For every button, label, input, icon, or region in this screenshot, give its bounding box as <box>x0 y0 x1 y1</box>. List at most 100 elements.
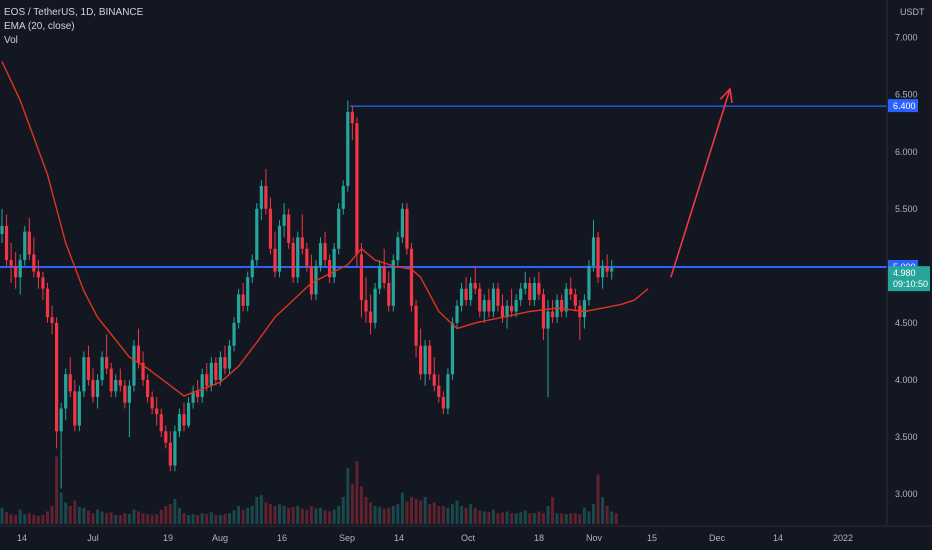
candle-body <box>396 237 400 261</box>
candle-body <box>237 294 241 323</box>
volume-bar <box>118 515 122 524</box>
price-tick-label: 4.000 <box>895 375 918 385</box>
candle-body <box>432 374 436 386</box>
candle-body <box>496 288 500 306</box>
time-tick-label: Dec <box>709 533 726 543</box>
candle-body <box>550 311 555 318</box>
candle-body <box>591 237 596 266</box>
candle-body <box>537 282 541 295</box>
ema-indicator-label[interactable]: EMA (20, close) <box>4 21 75 32</box>
volume-bar <box>141 513 145 524</box>
volume-bar <box>218 515 222 524</box>
volume-bar <box>441 506 445 524</box>
volume-bar <box>68 506 72 524</box>
volume-bar <box>173 498 177 524</box>
price-tick-label: 3.000 <box>895 489 918 499</box>
candle-body <box>73 391 77 426</box>
volume-bar <box>537 511 541 524</box>
volume-bar <box>359 486 363 524</box>
volume-bar <box>259 495 263 524</box>
volume-bar <box>14 515 18 524</box>
volume-bar <box>455 500 459 524</box>
candle-body <box>446 374 450 409</box>
volume-bar <box>237 506 241 524</box>
candle-body <box>505 305 509 318</box>
candle-body <box>164 431 168 443</box>
candle-body <box>478 288 482 312</box>
candle-body <box>546 311 550 329</box>
volume-bar <box>473 507 477 524</box>
volume-bar <box>355 461 359 524</box>
candle-body <box>0 225 4 234</box>
candle-body <box>64 374 68 409</box>
volume-bar <box>150 515 154 524</box>
candle-body <box>36 271 40 278</box>
ema-line <box>1 61 649 397</box>
volume-bar <box>300 508 304 524</box>
candle-body <box>68 374 72 392</box>
candle-body <box>255 208 259 261</box>
volume-bar <box>510 513 514 524</box>
candle-body <box>118 379 122 386</box>
volume-bar <box>592 504 595 524</box>
volume-bar <box>282 506 286 524</box>
chart-legend: EOS / TetherUS, 1D, BINANCE EMA (20, clo… <box>4 6 143 48</box>
candle-body <box>569 288 573 295</box>
volume-bar <box>614 513 618 524</box>
candle-body <box>287 214 291 244</box>
arrow-shaft <box>670 88 731 278</box>
candle-body <box>355 123 359 255</box>
volume-bar <box>250 506 254 524</box>
candle-body <box>246 277 250 306</box>
candle-body <box>519 288 523 301</box>
candle-body <box>582 300 586 318</box>
candle-body <box>173 431 177 466</box>
candle-body <box>177 414 182 432</box>
candle-body <box>91 379 95 398</box>
currency-label: USDT <box>900 7 925 17</box>
volume-bar <box>9 514 13 524</box>
candle-body <box>528 282 532 301</box>
volume-bar <box>255 497 259 524</box>
volume-bar <box>36 515 40 524</box>
time-axis[interactable]: 14 Jul 19 Aug 16 Sep 14 Oct 18 Nov 15 Dec 14 2022 <box>17 533 853 543</box>
candle-body <box>196 391 200 398</box>
volume-bar <box>96 509 100 524</box>
candle-body <box>564 288 568 312</box>
volume-indicator-label[interactable]: Vol <box>4 35 18 46</box>
candle-body <box>473 282 477 289</box>
candle-body <box>382 265 386 283</box>
price-tick-label: 6.500 <box>895 90 918 100</box>
volume-bar <box>205 514 209 524</box>
volume-bar <box>428 504 432 524</box>
last-price-label: 4.980 <box>893 268 916 278</box>
volume-bar <box>268 504 272 524</box>
volume-bar <box>264 502 268 524</box>
candle-body <box>391 260 395 306</box>
volume-bar <box>86 510 90 524</box>
candle-body <box>373 288 377 323</box>
volume-bar <box>305 509 309 524</box>
candle-body <box>487 300 491 312</box>
time-tick-label: Oct <box>461 533 476 543</box>
candle-body <box>59 408 63 432</box>
time-tick-label: Jul <box>87 533 99 543</box>
candle-body <box>105 357 109 369</box>
candle-body <box>328 260 332 278</box>
time-tick-label: 14 <box>773 533 783 543</box>
candle-body <box>469 282 473 301</box>
candle-body <box>368 311 373 323</box>
volume-bar <box>578 514 582 524</box>
candle-body <box>186 402 191 426</box>
volume-bar <box>168 504 172 524</box>
candle-body <box>482 300 486 312</box>
candle-body <box>123 385 127 403</box>
candle-body <box>378 265 382 289</box>
candle-body <box>387 282 391 306</box>
symbol-title[interactable]: EOS / TetherUS, 1D, BINANCE <box>4 7 144 18</box>
volume-bar <box>400 492 404 524</box>
volume-bar <box>432 502 436 524</box>
time-tick-label: 15 <box>647 533 657 543</box>
volume-bar <box>323 510 327 524</box>
